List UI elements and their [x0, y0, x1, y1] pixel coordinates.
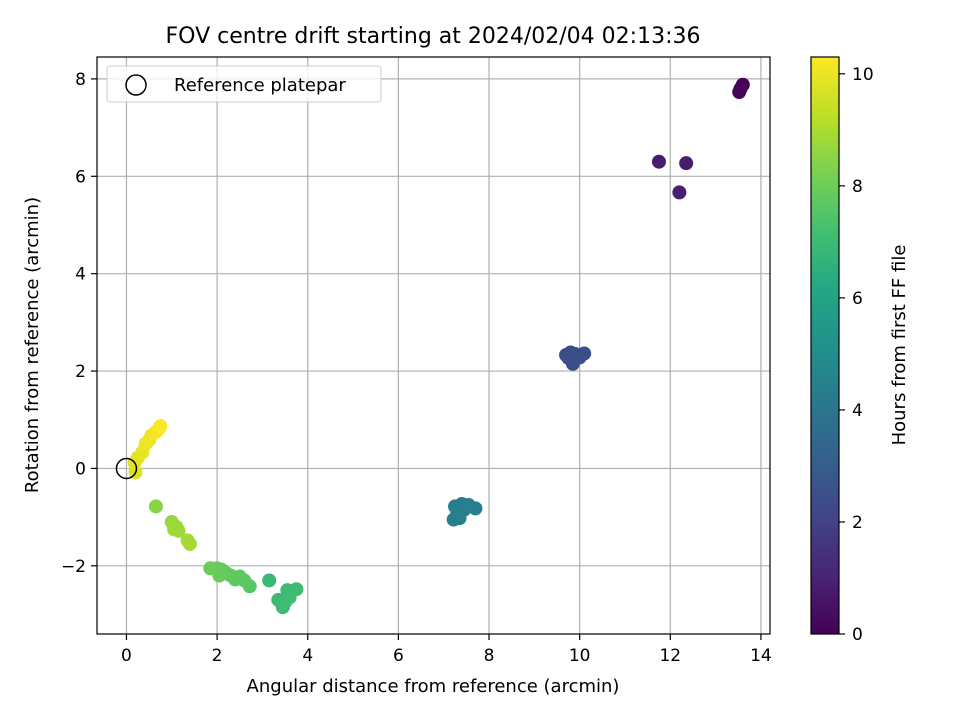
data-point	[679, 156, 694, 171]
y-tick-label: 6	[75, 167, 86, 187]
colorbar: 0 2 4 6 8 10 Hours from first FF file	[810, 56, 910, 645]
colorbar-tick-label: 10	[852, 65, 874, 85]
reference-platepar-marker	[115, 457, 138, 480]
data-point	[278, 595, 293, 610]
data-point	[167, 522, 182, 537]
data-point	[732, 85, 747, 100]
x-tick-label: 8	[484, 646, 495, 666]
data-point	[289, 582, 304, 597]
colorbar-ticks: 0 2 4 6 8 10	[839, 65, 874, 645]
y-tick-label: 2	[75, 362, 86, 382]
legend-label-reference: Reference platepar	[174, 75, 346, 96]
y-tick-label: 4	[75, 265, 86, 285]
y-tick-label: 0	[75, 459, 86, 479]
x-tick-label: 0	[121, 646, 132, 666]
data-point	[651, 154, 666, 169]
legend-box	[106, 65, 382, 103]
colorbar-tick-label: 0	[852, 625, 863, 645]
data-point	[468, 501, 483, 516]
x-tick-label: 14	[750, 646, 772, 666]
legend-marker-reference	[125, 74, 147, 96]
colorbar-gradient	[810, 56, 840, 635]
x-tick-label: 6	[393, 646, 404, 666]
colorbar-tick-label: 6	[852, 289, 863, 309]
data-point	[203, 561, 218, 576]
grid	[97, 57, 770, 634]
chart-title: FOV centre drift starting at 2024/02/04 …	[166, 24, 701, 49]
data-point	[452, 511, 467, 526]
data-point	[672, 185, 687, 200]
plot-area	[97, 57, 770, 634]
x-axis-ticks: 0 2 4 6 8 10 12 14	[121, 634, 772, 666]
data-point	[148, 499, 163, 514]
plot-frame	[96, 56, 771, 635]
x-tick-label: 12	[659, 646, 681, 666]
data-point	[182, 536, 197, 551]
y-tick-label: −2	[61, 557, 86, 577]
colorbar-label: Hours from first FF file	[889, 245, 910, 446]
y-axis-ticks: −2 0 2 4 6 8	[61, 70, 97, 577]
data-point	[570, 348, 585, 363]
y-axis-label: Rotation from reference (arcmin)	[22, 197, 43, 493]
colorbar-tick-label: 4	[852, 401, 863, 421]
x-axis-label: Angular distance from reference (arcmin)	[247, 676, 620, 697]
x-tick-label: 4	[302, 646, 313, 666]
y-tick-label: 8	[75, 70, 86, 90]
x-tick-label: 10	[569, 646, 591, 666]
x-tick-label: 2	[212, 646, 223, 666]
colorbar-tick-label: 8	[852, 177, 863, 197]
data-point	[262, 573, 277, 588]
colorbar-tick-label: 2	[852, 513, 863, 533]
data-point	[153, 419, 168, 434]
legend: Reference platepar	[106, 65, 382, 103]
data-points	[115, 77, 750, 615]
